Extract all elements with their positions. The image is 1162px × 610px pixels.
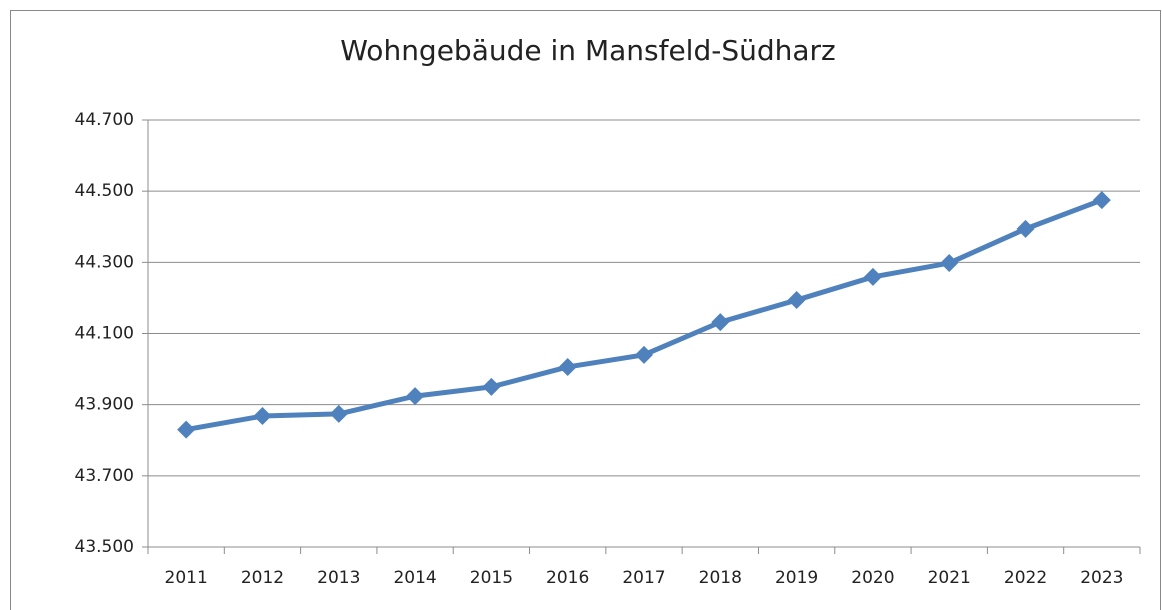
- chart-title: Wohngebäude in Mansfeld-Südharz: [340, 34, 835, 67]
- x-tick-label: 2022: [1004, 568, 1047, 588]
- chart-frame: [10, 10, 1161, 610]
- x-tick-label: 2023: [1080, 568, 1123, 588]
- data-marker: [177, 420, 196, 439]
- x-tick-label: 2016: [546, 568, 589, 588]
- data-marker: [558, 357, 577, 376]
- x-tick-label: 2012: [241, 568, 284, 588]
- y-tick-label: 43.900: [75, 395, 134, 415]
- data-marker: [635, 345, 653, 364]
- x-tick-label: 2013: [317, 568, 360, 588]
- data-marker: [1016, 219, 1035, 238]
- y-tick-label: 44.100: [75, 324, 134, 344]
- data-marker: [482, 377, 501, 396]
- data-marker: [940, 254, 959, 273]
- data-marker: [787, 291, 806, 310]
- y-tick-label: 44.500: [75, 181, 134, 201]
- x-tick-label: 2017: [622, 568, 665, 588]
- data-marker: [329, 404, 348, 423]
- x-tick-label: 2021: [928, 568, 971, 588]
- data-marker: [711, 313, 730, 332]
- data-marker: [863, 267, 882, 286]
- data-marker: [253, 407, 272, 426]
- data-marker: [1092, 191, 1111, 210]
- x-tick-label: 2018: [699, 568, 742, 588]
- x-tick-label: 2015: [470, 568, 513, 588]
- data-marker: [406, 387, 425, 406]
- x-tick-label: 2014: [393, 568, 436, 588]
- x-tick-label: 2019: [775, 568, 818, 588]
- y-tick-label: 44.300: [75, 252, 134, 272]
- y-tick-label: 43.700: [75, 466, 134, 486]
- y-tick-label: 44.700: [75, 110, 134, 130]
- y-tick-label: 43.500: [75, 537, 134, 557]
- x-tick-label: 2020: [851, 568, 894, 588]
- x-tick-label: 2011: [165, 568, 208, 588]
